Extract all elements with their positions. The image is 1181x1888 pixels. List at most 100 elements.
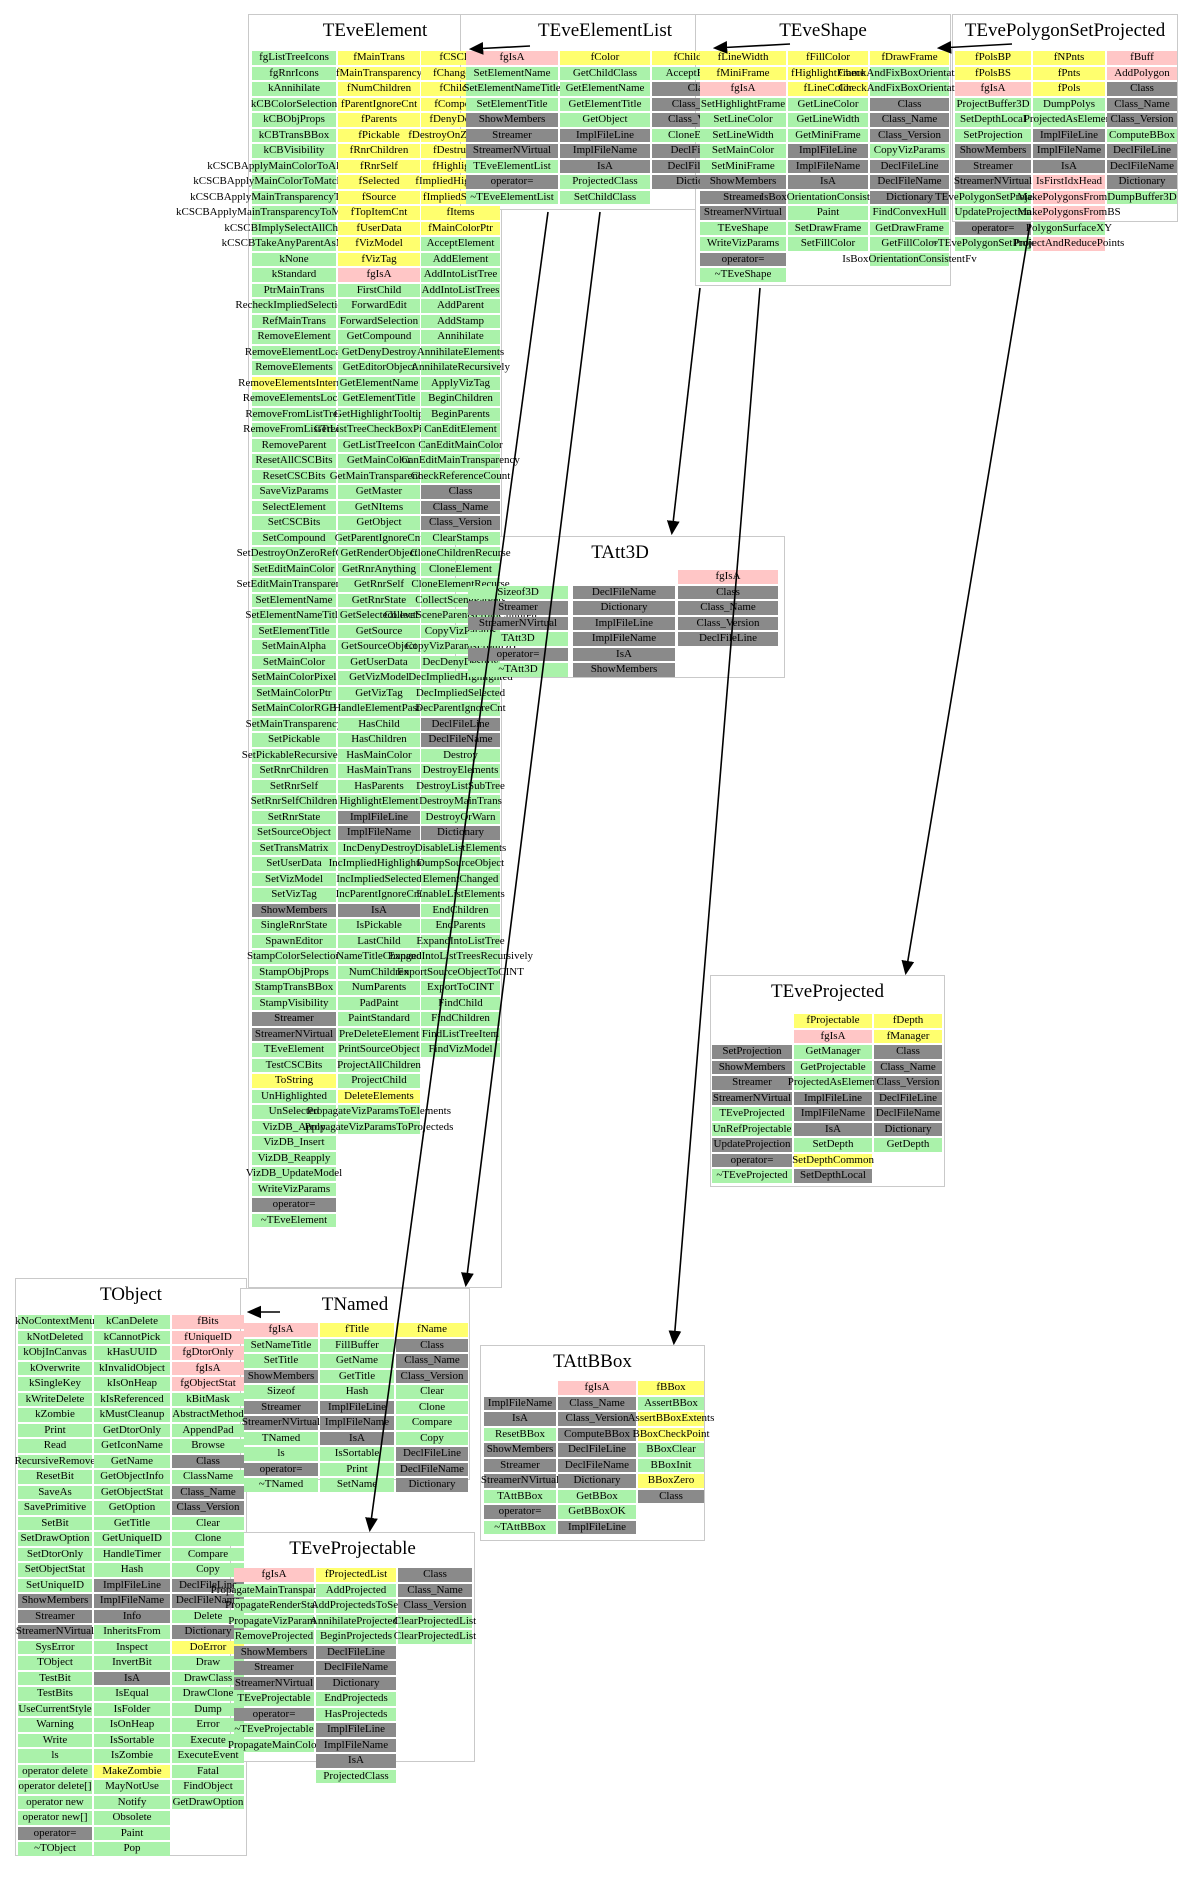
member-TEvePolygonSetProjected-TEvePolygonSetProjected[interactable]: TEvePolygonSetProjected xyxy=(934,190,1052,204)
member-TObject-TObject[interactable]: TObject xyxy=(18,1656,92,1670)
member-TEveElement-SetMainTransparency[interactable]: SetMainTransparency xyxy=(245,717,343,731)
member-TEveElement-StampColorSelection[interactable]: StampColorSelection xyxy=(246,950,342,964)
member-TEveElementList-ImplFileLine[interactable]: ImplFileLine xyxy=(560,128,650,142)
member-TAttBBox-GetBBoxOK[interactable]: GetBBoxOK xyxy=(558,1505,636,1519)
member-TEveElement-operator=[interactable]: operator= xyxy=(252,1198,336,1212)
member-TEveElement-Dictionary[interactable]: Dictionary xyxy=(421,826,500,840)
member-TObject-GetDrawOption[interactable]: GetDrawOption xyxy=(172,1795,244,1809)
member-TEveElement-HighlightElement[interactable]: HighlightElement xyxy=(338,795,420,809)
member-TEveProjected-SetDepthLocal[interactable]: SetDepthLocal xyxy=(794,1169,872,1183)
member-TEveElement-AddIntoListTrees[interactable]: AddIntoListTrees xyxy=(421,283,500,297)
member-TEveProjectable-TEveProjectable[interactable]: TEveProjectable xyxy=(234,1692,314,1706)
member-TEveShape-fDrawFrame[interactable]: fDrawFrame xyxy=(870,51,949,65)
member-TEveElement-PropagateVizParamsToElements[interactable]: PropagateVizParamsToElements xyxy=(307,1105,451,1119)
member-TEveElement-kCSCBImplySelectAllChildren[interactable]: kCSCBImplySelectAllChildren xyxy=(224,221,364,235)
member-TObject-IsFolder[interactable]: IsFolder xyxy=(94,1702,170,1716)
member-TAttBBox-AssertBBox[interactable]: AssertBBox xyxy=(638,1396,704,1410)
class-title-TNamed[interactable]: TNamed xyxy=(321,1294,389,1315)
member-TEveElement-VizDB_Apply[interactable]: VizDB_Apply xyxy=(252,1120,336,1134)
member-TEveProjectable-BeginProjecteds[interactable]: BeginProjecteds xyxy=(316,1630,396,1644)
member-TAttBBox-ResetBBox[interactable]: ResetBBox xyxy=(484,1427,556,1441)
member-TObject-Warning[interactable]: Warning xyxy=(18,1718,92,1732)
member-TEveElement-GetRnrSelf[interactable]: GetRnrSelf xyxy=(338,578,420,592)
member-TObject-Paint[interactable]: Paint xyxy=(94,1826,170,1840)
member-TEvePolygonSetProjected-ImplFileLine[interactable]: ImplFileLine xyxy=(1033,128,1105,142)
member-TEveProjectable-StreamerNVirtual[interactable]: StreamerNVirtual xyxy=(234,1676,314,1690)
member-TObject-GetUniqueID[interactable]: GetUniqueID xyxy=(94,1532,170,1546)
member-TEveElement-fMainTrans[interactable]: fMainTrans xyxy=(338,51,420,65)
member-TObject-SavePrimitive[interactable]: SavePrimitive xyxy=(18,1501,92,1515)
member-TEveElement-fMainColorPtr[interactable]: fMainColorPtr xyxy=(421,221,500,235)
member-TEveElement-fItems[interactable]: fItems xyxy=(421,206,500,220)
member-TEveElementList-GetObject[interactable]: GetObject xyxy=(560,113,650,127)
member-TObject-TestBit[interactable]: TestBit xyxy=(18,1671,92,1685)
member-TObject-IsZombie[interactable]: IsZombie xyxy=(94,1749,170,1763)
member-TAtt3D-Class_Name[interactable]: Class_Name xyxy=(678,601,778,615)
member-TEveProjected-operator=[interactable]: operator= xyxy=(712,1153,792,1167)
member-TEveElement-WriteVizParams[interactable]: WriteVizParams xyxy=(252,1182,336,1196)
member-TEveShape-FindConvexHull[interactable]: FindConvexHull xyxy=(870,206,949,220)
member-TEveShape-operator=[interactable]: operator= xyxy=(700,252,786,266)
member-TEveElement-EndParents[interactable]: EndParents xyxy=(421,919,500,933)
member-TObject-Print[interactable]: Print xyxy=(18,1423,92,1437)
member-TNamed-SetTitle[interactable]: SetTitle xyxy=(244,1354,318,1368)
member-TEveElement-SetElementName[interactable]: SetElementName xyxy=(252,593,336,607)
member-TAtt3D-operator=[interactable]: operator= xyxy=(468,647,568,661)
member-TEveElement-RemoveElementsLocal[interactable]: RemoveElementsLocal xyxy=(242,392,346,406)
member-TEveElement-SetVizModel[interactable]: SetVizModel xyxy=(252,872,336,886)
member-TEvePolygonSetProjected-fPolsBP[interactable]: fPolsBP xyxy=(955,51,1031,65)
member-TEveElement-ResetAllCSCBits[interactable]: ResetAllCSCBits xyxy=(252,454,336,468)
member-TEveElement-StreamerNVirtual[interactable]: StreamerNVirtual xyxy=(252,1027,336,1041)
member-TObject-ls[interactable]: ls xyxy=(18,1749,92,1763)
member-TObject-Class[interactable]: Class xyxy=(172,1454,244,1468)
member-TObject-ShowMembers[interactable]: ShowMembers xyxy=(18,1594,92,1608)
member-TObject-GetObjectStat[interactable]: GetObjectStat xyxy=(94,1485,170,1499)
member-TEveElement-SetPickable[interactable]: SetPickable xyxy=(252,733,336,747)
member-TEveElement-fVizModel[interactable]: fVizModel xyxy=(338,237,420,251)
member-TEveElement-SetEditMainTransparency[interactable]: SetEditMainTransparency xyxy=(236,578,352,592)
member-TEvePolygonSetProjected-Dictionary[interactable]: Dictionary xyxy=(1107,175,1177,189)
member-TEvePolygonSetProjected-ShowMembers[interactable]: ShowMembers xyxy=(955,144,1031,158)
member-TEveElement-HasParents[interactable]: HasParents xyxy=(338,779,420,793)
member-TEveElement-BeginChildren[interactable]: BeginChildren xyxy=(421,392,500,406)
member-TObject-Clear[interactable]: Clear xyxy=(172,1516,244,1530)
member-TEveElement-SetMainColorPtr[interactable]: SetMainColorPtr xyxy=(252,686,336,700)
member-TEveElement-fgIsA[interactable]: fgIsA xyxy=(338,268,420,282)
member-TEvePolygonSetProjected-ImplFileName[interactable]: ImplFileName xyxy=(1033,144,1105,158)
member-TEveProjected-StreamerNVirtual[interactable]: StreamerNVirtual xyxy=(712,1091,792,1105)
member-TAtt3D-DeclFileLine[interactable]: DeclFileLine xyxy=(678,632,778,646)
member-TEvePolygonSetProjected-Streamer[interactable]: Streamer xyxy=(955,159,1031,173)
member-TEveShape-~TEveShape[interactable]: ~TEveShape xyxy=(700,268,786,282)
member-TEveElement-EndChildren[interactable]: EndChildren xyxy=(421,903,500,917)
member-TEveElement-ExportToCINT[interactable]: ExportToCINT xyxy=(421,981,500,995)
member-TAttBBox-operator=[interactable]: operator= xyxy=(484,1505,556,1519)
member-TAtt3D-~TAtt3D[interactable]: ~TAtt3D xyxy=(468,663,568,677)
member-TObject-ResetBit[interactable]: ResetBit xyxy=(18,1470,92,1484)
member-TEvePolygonSetProjected-fPnts[interactable]: fPnts xyxy=(1033,66,1105,80)
member-TObject-fgObjectStat[interactable]: fgObjectStat xyxy=(172,1377,244,1391)
member-TEveElement-fgRnrIcons[interactable]: fgRnrIcons xyxy=(252,66,336,80)
member-TEveElement-DeclFileName[interactable]: DeclFileName xyxy=(421,733,500,747)
member-TEveElement-fRnrChildren[interactable]: fRnrChildren xyxy=(338,144,420,158)
member-TEveElement-kCSCBApplyMainColorToAllChildren[interactable]: kCSCBApplyMainColorToAllChildren xyxy=(207,159,381,173)
member-TObject-kIsReferenced[interactable]: kIsReferenced xyxy=(94,1392,170,1406)
member-TEveShape-fFillColor[interactable]: fFillColor xyxy=(788,51,868,65)
member-TNamed-ImplFileName[interactable]: ImplFileName xyxy=(320,1416,394,1430)
member-TEveElement-fParents[interactable]: fParents xyxy=(338,113,420,127)
member-TEveProjectable-ImplFileName[interactable]: ImplFileName xyxy=(316,1738,396,1752)
member-TEvePolygonSetProjected-SetDepthLocal[interactable]: SetDepthLocal xyxy=(955,113,1031,127)
member-TEveElement-ExportSourceObjectToCINT[interactable]: ExportSourceObjectToCINT xyxy=(397,965,524,979)
member-TAttBBox-DeclFileName[interactable]: DeclFileName xyxy=(558,1458,636,1472)
member-TEveProjectable-Class_Version[interactable]: Class_Version xyxy=(398,1599,472,1613)
member-TEveElement-kCSCBApplyMainColorToMatchingChildren[interactable]: kCSCBApplyMainColorToMatchingChildren xyxy=(193,175,395,189)
member-TEveElement-SetMainAlpha[interactable]: SetMainAlpha xyxy=(252,640,336,654)
member-TAtt3D-DeclFileName[interactable]: DeclFileName xyxy=(573,585,675,599)
member-TObject-Read[interactable]: Read xyxy=(18,1439,92,1453)
member-TEveShape-GetLineWidth[interactable]: GetLineWidth xyxy=(788,113,868,127)
member-TEveProjected-ShowMembers[interactable]: ShowMembers xyxy=(712,1060,792,1074)
member-TEveElement-HandleElementPaste[interactable]: HandleElementPaste xyxy=(333,702,425,716)
member-TNamed-IsA[interactable]: IsA xyxy=(320,1431,394,1445)
member-TEveElement-ProjectAllChildren[interactable]: ProjectAllChildren xyxy=(337,1058,421,1072)
member-TEveProjectable-HasProjecteds[interactable]: HasProjecteds xyxy=(316,1707,396,1721)
member-TEveElementList-SetElementNameTitle[interactable]: SetElementNameTitle xyxy=(463,82,561,96)
